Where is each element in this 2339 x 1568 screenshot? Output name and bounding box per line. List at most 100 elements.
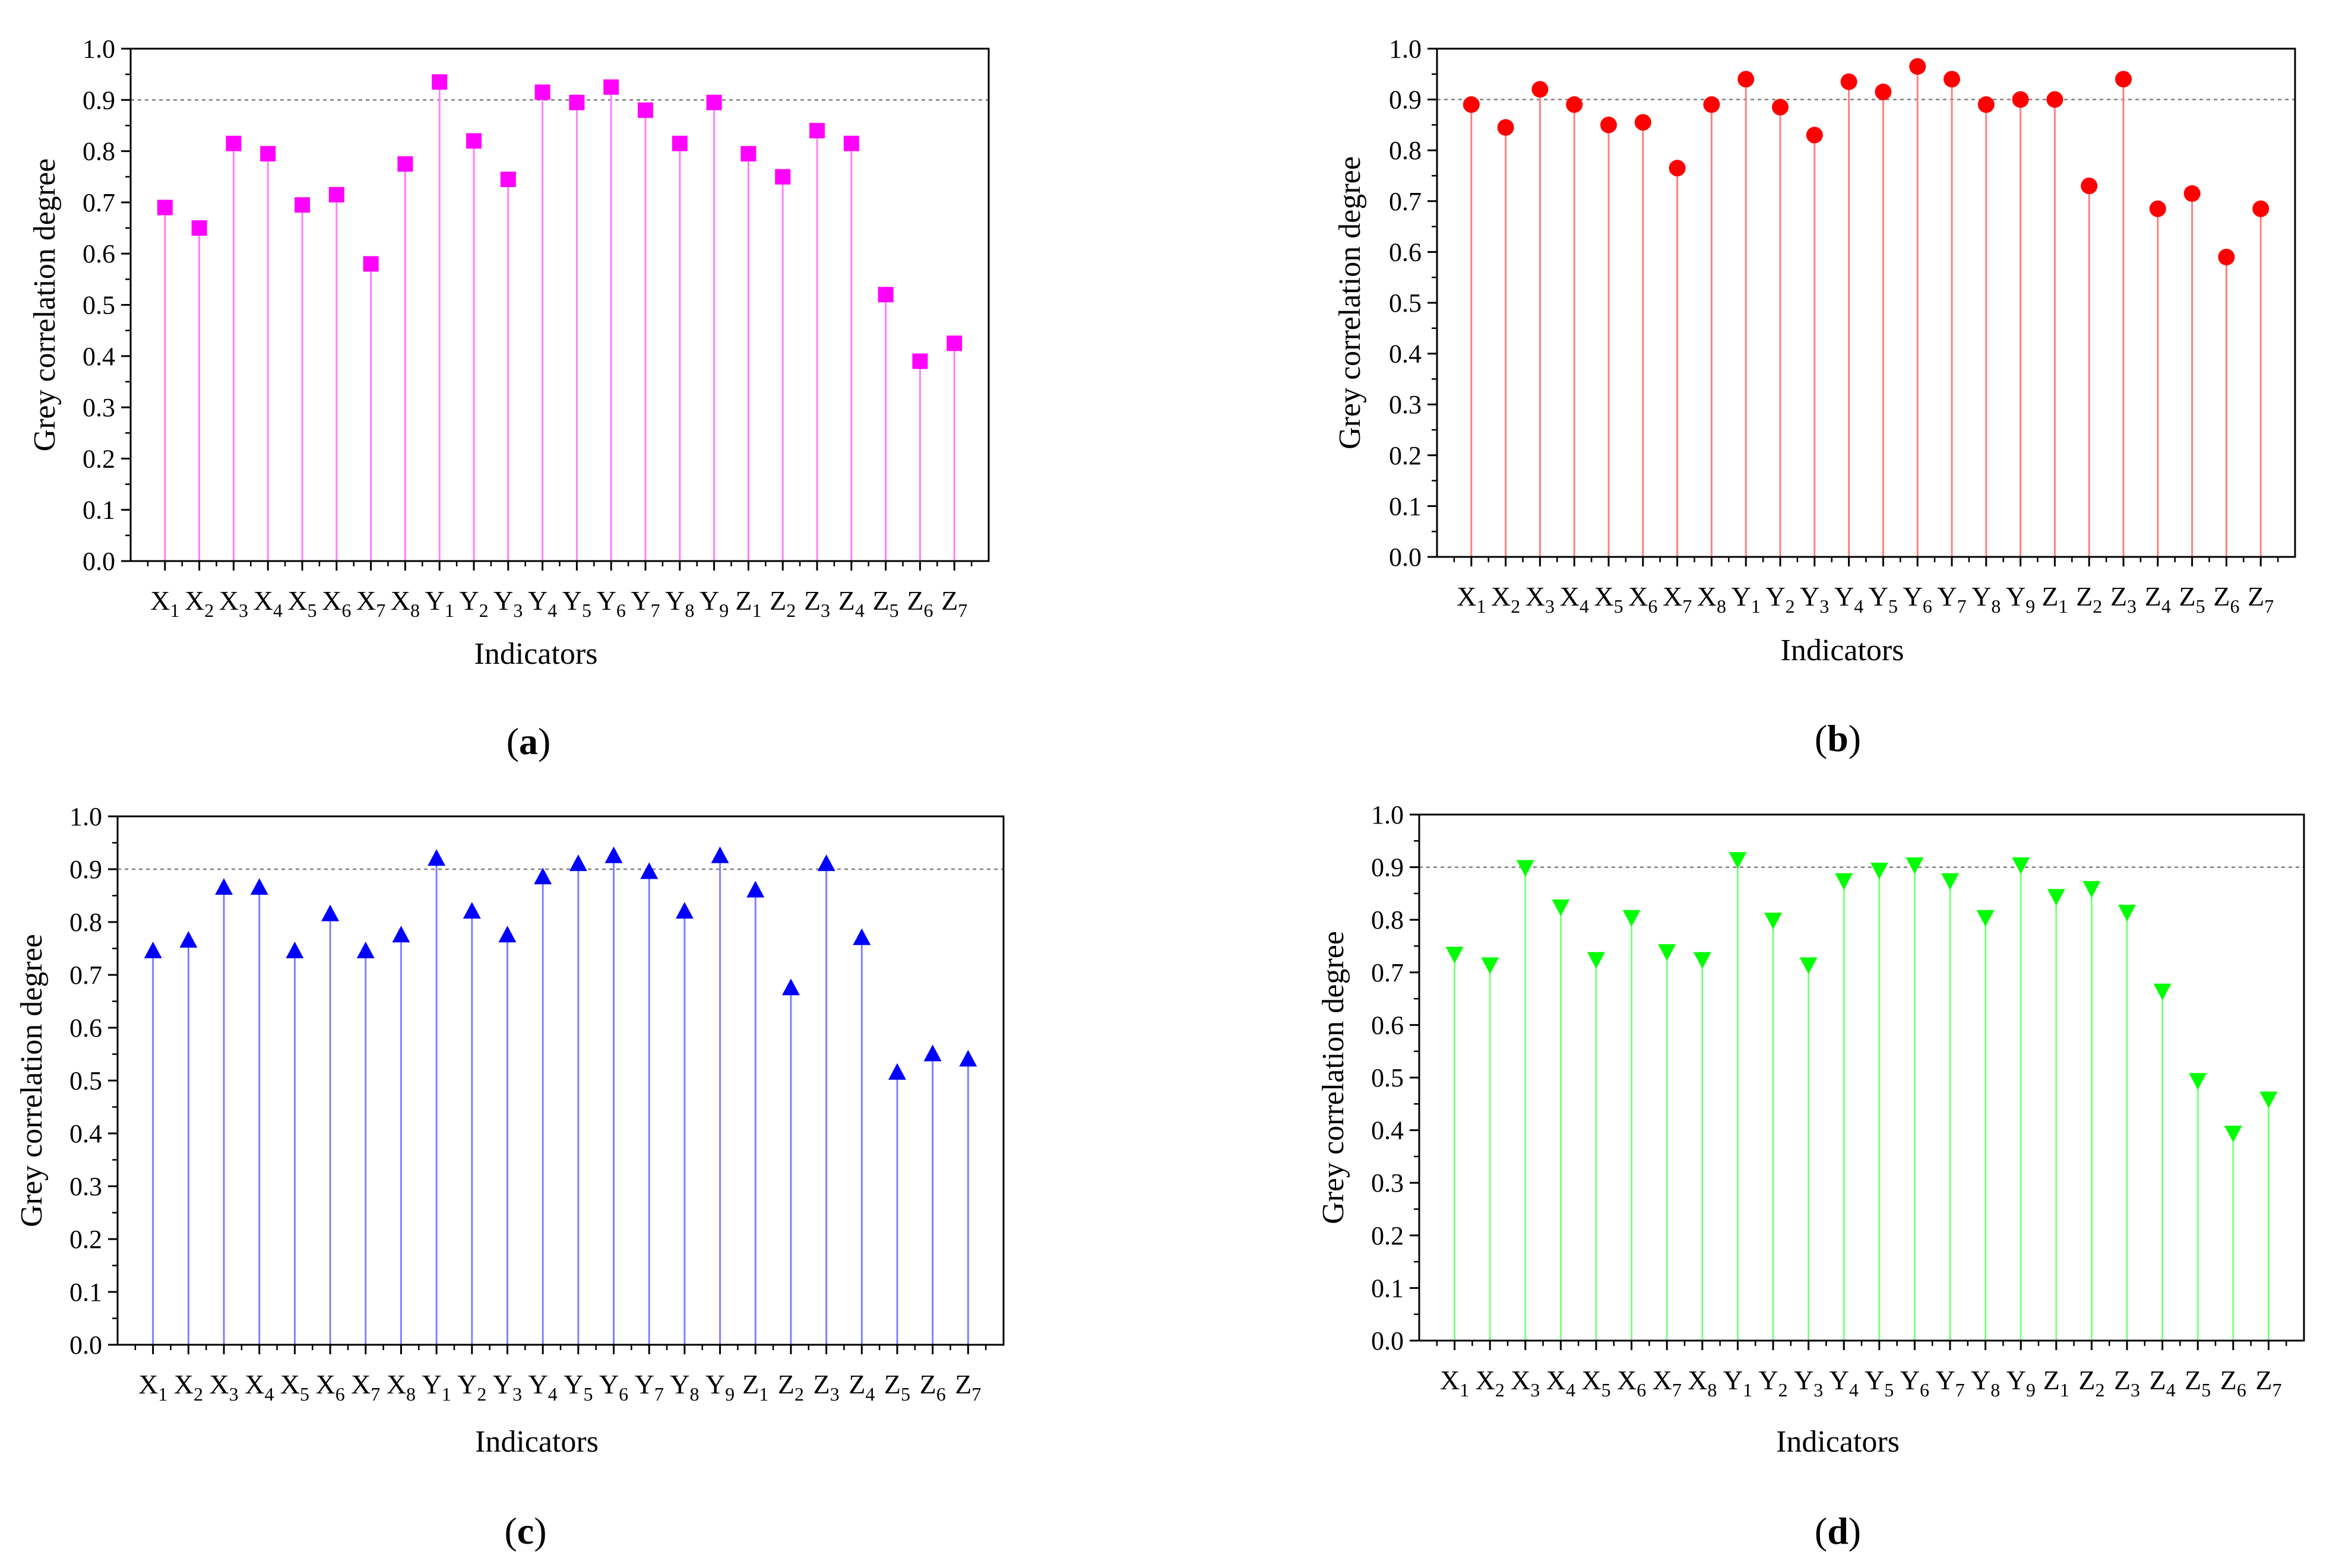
x-tick-label-Z2: Z2 — [2076, 581, 2102, 617]
x-tick-label-X1: X1 — [150, 585, 179, 621]
data-point-Y7 — [640, 862, 659, 879]
y-tick-label: 0.2 — [83, 444, 115, 473]
x-tick-label-X3: X3 — [209, 1369, 238, 1405]
data-point-Y4 — [534, 867, 552, 885]
x-tick-label-Z7: Z7 — [2248, 581, 2274, 617]
y-tick-label: 0.3 — [83, 393, 115, 422]
y-tick-label: 0.3 — [69, 1172, 102, 1201]
x-tick-label-Z1: Z1 — [2043, 1365, 2069, 1401]
chart-panel-c: 0.00.10.20.30.40.50.60.70.80.91.0X1 X2 X3 X… — [15, 802, 1005, 1552]
x-tick-label-Y9: Y9 — [2006, 1365, 2036, 1401]
x-tick-label-X1: X1 — [138, 1369, 167, 1405]
data-point-Z6 — [923, 1044, 942, 1062]
x-tick-label-X3: X3 — [219, 585, 248, 621]
data-point-Y7 — [1944, 71, 1960, 88]
y-tick-label: 0.6 — [1389, 237, 1422, 267]
x-tick-label-Z6: Z6 — [2220, 1365, 2246, 1401]
x-tick-label-X5: X5 — [280, 1369, 309, 1405]
y-tick-label: 1.0 — [1389, 34, 1422, 64]
y-tick-label: 1.0 — [69, 802, 102, 831]
x-tick-label-X2: X2 — [1476, 1365, 1505, 1401]
x-tick-label-X7: X7 — [356, 585, 385, 621]
data-point-X8 — [397, 156, 413, 172]
data-point-Y8 — [1977, 96, 1995, 113]
y-tick-label: 0.1 — [69, 1278, 102, 1307]
data-point-X6 — [1622, 910, 1641, 927]
y-tick-label: 0.3 — [1389, 390, 1422, 419]
data-point-X1 — [157, 199, 173, 216]
data-point-Y4 — [534, 84, 550, 100]
data-point-X4 — [260, 145, 276, 161]
data-point-Z4 — [2153, 983, 2172, 1000]
data-point-Z5 — [888, 1063, 906, 1080]
x-tick-label-Z4: Z4 — [2145, 581, 2171, 617]
y-tick-label: 0.7 — [1389, 187, 1422, 216]
y-tick-label: 0.6 — [69, 1013, 102, 1043]
x-tick-label-X1: X1 — [1457, 581, 1486, 617]
x-tick-label-Y3: Y3 — [1794, 1365, 1823, 1401]
x-tick-label-X3: X3 — [1511, 1365, 1540, 1401]
data-point-X3 — [1516, 860, 1534, 877]
y-tick-label: 0.4 — [1389, 340, 1422, 369]
x-tick-label-Y9: Y9 — [705, 1369, 735, 1405]
y-tick-label: 0.5 — [1389, 289, 1422, 318]
data-point-X2 — [191, 220, 207, 236]
x-tick-label-Z4: Z4 — [838, 585, 865, 621]
x-tick-label-Z2: Z2 — [770, 585, 796, 621]
x-tick-label-Y4: Y4 — [1830, 1365, 1859, 1401]
x-tick-label-X1: X1 — [1440, 1365, 1469, 1401]
plot-frame — [1418, 813, 2305, 1342]
data-point-X7 — [1669, 160, 1686, 177]
data-point-Y2 — [463, 902, 481, 919]
x-tick-label-Y8: Y8 — [1971, 1365, 2000, 1401]
data-point-X7 — [363, 256, 379, 272]
x-tick-label-Y1: Y1 — [422, 1369, 451, 1405]
y-tick-label: 0.5 — [1371, 1063, 1404, 1092]
y-tick-label: 0.8 — [1389, 136, 1422, 165]
y-tick-label: 0.8 — [69, 908, 102, 937]
x-tick-label-Z2: Z2 — [778, 1369, 804, 1405]
data-point-Y8 — [675, 902, 694, 919]
x-tick-label-Z5: Z5 — [884, 1369, 910, 1405]
data-point-Z2 — [781, 978, 800, 996]
x-tick-label-X7: X7 — [351, 1369, 380, 1405]
data-point-X7 — [1658, 944, 1676, 961]
data-point-Z3 — [817, 854, 835, 872]
x-tick-label-Y4: Y4 — [528, 1369, 558, 1405]
x-tick-label-Y2: Y2 — [1765, 581, 1794, 617]
data-point-Y4 — [1840, 73, 1857, 90]
data-point-Z3 — [2118, 904, 2136, 921]
data-point-X7 — [356, 941, 375, 958]
x-tick-label-X6: X6 — [1628, 581, 1657, 617]
data-point-Y4 — [1835, 873, 1853, 890]
data-point-Z4 — [843, 135, 859, 151]
data-point-Y9 — [711, 846, 729, 863]
y-axis-title: Grey correlation degree — [15, 934, 49, 1227]
x-tick-label-Z5: Z5 — [2179, 581, 2205, 617]
y-tick-label: 0.4 — [1371, 1116, 1404, 1145]
data-point-X8 — [1703, 96, 1720, 113]
data-point-X5 — [1600, 116, 1617, 134]
data-point-Y1 — [1737, 71, 1755, 88]
data-point-X2 — [179, 931, 198, 948]
x-tick-label-Z7: Z7 — [2255, 1365, 2281, 1401]
data-point-Y3 — [1799, 957, 1818, 974]
x-tick-label-Y1: Y1 — [1723, 1365, 1752, 1401]
data-point-Y3 — [498, 926, 517, 943]
x-tick-label-Y5: Y5 — [1865, 1365, 1894, 1401]
x-tick-label-Y1: Y1 — [425, 585, 454, 621]
x-tick-label-Y5: Y5 — [562, 585, 591, 621]
x-tick-label-Y6: Y6 — [597, 585, 626, 621]
x-tick-label-Y7: Y7 — [1935, 1365, 1964, 1401]
data-point-Y7 — [638, 102, 653, 118]
x-tick-label-X6: X6 — [1617, 1365, 1646, 1401]
data-point-Z2 — [2081, 178, 2098, 195]
data-point-Z2 — [2082, 881, 2101, 898]
x-tick-label-Z1: Z1 — [2042, 581, 2068, 617]
data-point-Y2 — [466, 133, 482, 149]
panel-label-b: (b) — [1815, 717, 1861, 759]
x-tick-label-X5: X5 — [287, 585, 316, 621]
x-tick-label-X7: X7 — [1663, 581, 1692, 617]
y-tick-label: 0.2 — [1371, 1221, 1404, 1250]
x-tick-label-Z7: Z7 — [955, 1369, 981, 1405]
